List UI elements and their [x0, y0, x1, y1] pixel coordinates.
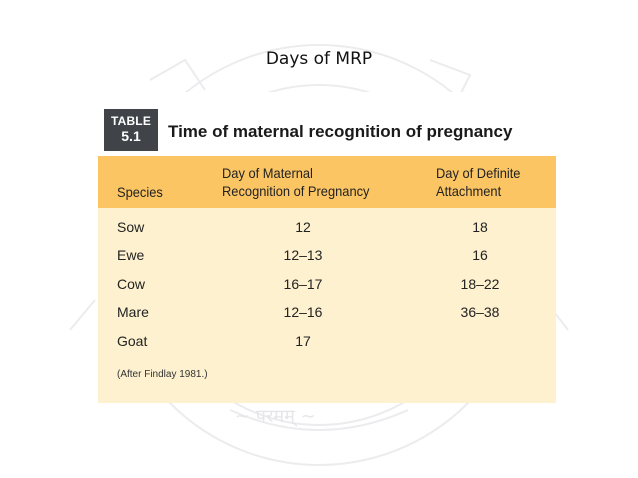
- cell-attachment: 18: [472, 219, 488, 235]
- cell-species: Ewe: [117, 247, 145, 263]
- column-header-recognition-line2: Recognition of Pregnancy: [222, 183, 370, 199]
- cell-recognition: 16–17: [283, 276, 323, 292]
- column-header-row: Species Day of Maternal Recognition of P…: [98, 156, 556, 208]
- cell-recognition: 17: [295, 333, 311, 349]
- cell-species: Goat: [117, 333, 148, 349]
- column-header-species: Species: [117, 184, 163, 200]
- column-header-attachment-line2: Attachment: [436, 183, 502, 199]
- cell-species: Sow: [117, 219, 145, 235]
- table-header: TABLE 5.1 Time of maternal recognition o…: [98, 92, 556, 156]
- table-card: TABLE 5.1 Time of maternal recognition o…: [98, 92, 556, 403]
- svg-text:~ परमम् ~: ~ परमम् ~: [235, 406, 316, 427]
- column-header-attachment: Day of Definite Attachment: [436, 164, 520, 200]
- cell-attachment: 16: [472, 247, 488, 263]
- cell-recognition: 12–16: [283, 304, 323, 320]
- cell-recognition: 12–13: [283, 247, 323, 263]
- table-badge-word: TABLE: [110, 114, 152, 128]
- column-header-recognition-line1: Day of Maternal: [222, 165, 313, 181]
- cell-attachment: 18–22: [460, 276, 500, 292]
- table-caption: Time of maternal recognition of pregnanc…: [168, 122, 513, 141]
- cell-species: Mare: [117, 304, 149, 320]
- cell-attachment: 36–38: [460, 304, 500, 320]
- cell-recognition: 12: [295, 219, 311, 235]
- table-badge-number: 5.1: [121, 128, 141, 144]
- table-footnote: (After Findlay 1981.): [117, 369, 208, 380]
- column-header-attachment-line1: Day of Definite: [436, 165, 521, 181]
- column-header-recognition: Day of Maternal Recognition of Pregnancy: [222, 164, 370, 200]
- table-badge: TABLE 5.1: [104, 109, 158, 151]
- cell-species: Cow: [117, 276, 146, 292]
- slide-title: Days of MRP: [265, 49, 373, 69]
